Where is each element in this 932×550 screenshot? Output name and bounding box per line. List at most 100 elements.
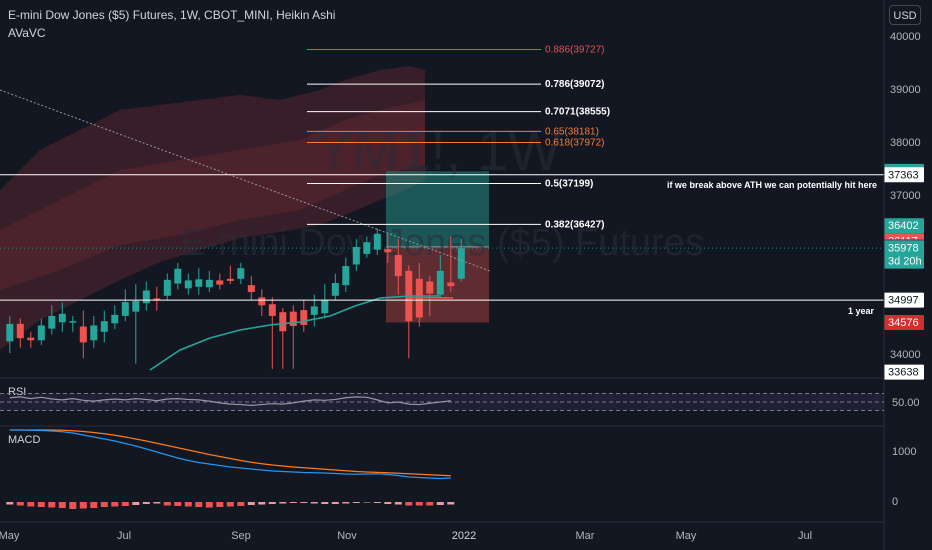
candle-body xyxy=(27,337,35,341)
macd-histogram-bar xyxy=(100,502,108,507)
macd-line[interactable] xyxy=(9,429,451,480)
rsi-pane-title[interactable]: RSI xyxy=(8,386,26,398)
macd-histogram-bar xyxy=(321,502,329,504)
candle-body xyxy=(132,301,140,312)
candle-body xyxy=(279,312,287,332)
currency-button[interactable]: USD xyxy=(889,5,921,25)
time-axis-label: Jul xyxy=(117,530,131,542)
macd-histogram-bar xyxy=(300,502,308,503)
price-axis-label: 34000 xyxy=(890,349,921,361)
fib-level-label: 0.886(39727) xyxy=(545,44,605,55)
candle-body xyxy=(331,283,339,296)
last-price-badge-text: 35978 xyxy=(888,243,919,255)
candle-body xyxy=(69,321,77,323)
rsi-line[interactable] xyxy=(9,396,451,407)
macd-histogram-bar xyxy=(426,502,434,506)
candle-body xyxy=(457,248,465,279)
macd-histogram-bar xyxy=(184,502,192,507)
candle-body xyxy=(48,315,56,329)
stop-price-badge-text: 34576 xyxy=(888,317,919,329)
macd-histogram-bar xyxy=(394,502,402,505)
candle-body xyxy=(205,279,213,288)
macd-histogram-bar xyxy=(37,502,45,507)
candle-body xyxy=(6,323,14,342)
candle-body xyxy=(447,282,455,287)
macd-signal-line[interactable] xyxy=(9,429,451,477)
candle-body xyxy=(310,306,318,315)
candle-body xyxy=(352,247,360,265)
fib-level-label: 0.786(39072) xyxy=(545,79,605,90)
candle-body xyxy=(100,321,108,332)
macd-histogram-bar xyxy=(436,502,444,505)
macd-histogram-bar xyxy=(48,502,56,508)
macd-histogram-bar xyxy=(205,502,213,508)
macd-pane-title[interactable]: MACD xyxy=(8,434,40,446)
fib-level-label: 0.7071(38555) xyxy=(545,107,610,118)
time-axis-label: Nov xyxy=(337,530,357,542)
last-price-badge xyxy=(884,240,924,269)
watermark-name: E-mini Dow Jones ($5) Futures xyxy=(180,222,704,264)
candle-body xyxy=(37,325,45,341)
price-axis-label: 38000 xyxy=(890,137,921,149)
candle-body xyxy=(384,249,392,253)
time-axis[interactable]: May Jul Sep Nov 2022 Mar May Jul xyxy=(0,530,812,542)
candle-body xyxy=(373,233,381,250)
time-axis-label: May xyxy=(676,530,697,542)
macd-histogram-bar xyxy=(132,502,140,505)
candle-body xyxy=(195,279,203,287)
macd-histogram-bar xyxy=(237,502,245,506)
last-price-badge-countdown: 3d 20h xyxy=(888,256,922,268)
candle-body xyxy=(258,297,266,306)
macd-histogram-bar xyxy=(247,502,255,505)
macd-histogram-bar xyxy=(121,502,129,506)
macd-histogram-bar xyxy=(289,502,297,503)
candle-body xyxy=(174,268,182,284)
candle-body xyxy=(237,268,245,279)
candle-body xyxy=(342,266,350,286)
symbol-title[interactable]: E-mini Dow Jones ($5) Futures, 1W, CBOT_… xyxy=(8,8,336,22)
macd-histogram-bar xyxy=(310,502,318,504)
macd-histogram-bar xyxy=(405,502,413,506)
macd-histogram-bar xyxy=(216,502,224,507)
one-year-annotation[interactable]: 1 year xyxy=(848,306,875,316)
macd-axis-label: 1000 xyxy=(892,446,916,458)
macd-histogram-bar xyxy=(163,502,171,506)
candle-body xyxy=(163,279,171,296)
fib-level-label: 0.382(36427) xyxy=(545,219,605,230)
macd-histogram-bar xyxy=(16,502,24,506)
one-year-price-badge-text: 34997 xyxy=(888,295,919,307)
price-axis[interactable]: 40000 39000 38000 37000 36000 35000 3400… xyxy=(890,31,921,361)
macd-histogram-bar xyxy=(342,502,350,504)
candle-body xyxy=(363,242,371,254)
low-line-price-badge xyxy=(884,364,924,380)
fib-level-label: 0.65(38181) xyxy=(545,126,599,137)
macd-histogram-bar xyxy=(174,502,182,506)
candle-body xyxy=(216,280,224,285)
macd-histogram-bar xyxy=(90,502,98,508)
macd-histogram-bar xyxy=(268,502,276,504)
price-axis-label: 37000 xyxy=(890,190,921,202)
macd-histogram-bar xyxy=(352,502,360,503)
macd-axis-label: 0 xyxy=(892,496,898,508)
high-price-badge xyxy=(884,218,924,234)
stop-price-badge xyxy=(884,314,924,330)
trendline[interactable] xyxy=(0,89,491,272)
macd-histogram-bar xyxy=(69,502,77,509)
candle-body xyxy=(321,300,329,314)
candle-body xyxy=(394,254,402,277)
candle-body xyxy=(142,290,150,304)
ath-annotation[interactable]: if we break above ATH we can potentially… xyxy=(667,180,877,190)
fib-level-label: 0.5(37199) xyxy=(545,178,593,189)
high-price-badge-text: 36402 xyxy=(888,220,919,232)
ath-price-badge xyxy=(884,167,924,183)
candle-body xyxy=(268,304,276,316)
cloud-inner-band xyxy=(0,100,425,290)
time-axis-label: Mar xyxy=(576,530,595,542)
indicator-title[interactable]: AVaVC xyxy=(8,26,46,40)
time-axis-label: 2022 xyxy=(452,530,476,542)
rsi-level-label: 50.00 xyxy=(892,397,920,409)
macd-histogram-bar xyxy=(331,502,339,504)
macd-histogram-bar xyxy=(363,502,371,503)
